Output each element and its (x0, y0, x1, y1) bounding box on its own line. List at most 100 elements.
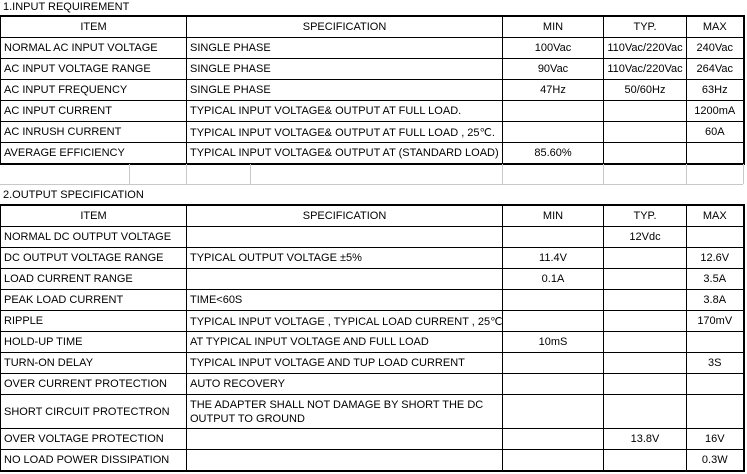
specification-cell: TYPICAL INPUT VOLTAGE& OUTPUT AT FULL LO… (186, 100, 503, 122)
column-header: ITEM (0, 15, 187, 38)
max-cell: 3.5A (686, 268, 744, 290)
min-cell: 90Vac (502, 58, 604, 80)
item-cell: NORMAL AC INPUT VOLTAGE (0, 37, 187, 59)
typ-cell (603, 289, 687, 311)
max-cell: 170mV (686, 310, 744, 332)
table-row: SHORT CIRCUIT PROTECTRON THE ADAPTER SHAL… (0, 394, 744, 429)
table-row: RIPPLE TYPICAL INPUT VOLTAGE , TYPICAL LO… (0, 310, 744, 332)
column-header: ITEM (0, 204, 187, 227)
table-row: NORMAL DC OUTPUT VOLTAGE 12Vdc (0, 226, 744, 248)
max-cell: 0.3W (686, 449, 744, 472)
typ-cell (603, 394, 687, 429)
max-cell: 60A (686, 121, 744, 143)
min-cell (502, 373, 604, 395)
min-cell (502, 226, 604, 248)
specification-cell (186, 268, 503, 290)
header-row: ITEM SPECIFICATION MIN TYP. MAX (0, 15, 744, 38)
min-cell (502, 289, 604, 311)
max-cell (686, 394, 744, 429)
typ-cell (603, 100, 687, 122)
specification-cell: TIME<60S (186, 289, 503, 311)
typ-cell (603, 142, 687, 165)
typ-cell (603, 268, 687, 290)
column-header: MIN (502, 204, 604, 227)
specification-cell: TYPICAL OUTPUT VOLTAGE ±5% (186, 247, 503, 269)
item-cell: TURN-ON DELAY (0, 352, 187, 374)
column-header: MAX (686, 204, 744, 227)
min-cell (502, 100, 604, 122)
specification-cell: TYPICAL INPUT VOLTAGE& OUTPUT AT FULL LO… (186, 121, 503, 143)
max-cell (686, 142, 744, 165)
typ-cell (603, 331, 687, 353)
min-cell: 85.60% (502, 142, 604, 165)
column-header: SPECIFICATION (186, 15, 503, 38)
specification-cell: SINGLE PHASE (186, 37, 503, 59)
table-row: TURN-ON DELAY TYPICAL INPUT VOLTAGE AND T… (0, 352, 744, 374)
max-cell: 3S (686, 352, 744, 374)
specification-cell (186, 226, 503, 248)
specification-cell (186, 428, 503, 450)
table-row: AC INPUT VOLTAGE RANGE SINGLE PHASE 90Vac 1… (0, 58, 744, 80)
item-cell: AC INPUT FREQUENCY (0, 79, 187, 101)
max-cell (686, 226, 744, 248)
table-row: LOAD CURRENT RANGE 0.1A 3.5A (0, 268, 744, 290)
min-cell: 0.1A (502, 268, 604, 290)
typ-cell: 13.8V (603, 428, 687, 450)
specification-cell: AT TYPICAL INPUT VOLTAGE AND FULL LOAD (186, 331, 503, 353)
item-cell: AVERAGE EFFICIENCY (0, 142, 187, 165)
specification-cell (186, 449, 503, 472)
table-row: NORMAL AC INPUT VOLTAGE SINGLE PHASE 100Va… (0, 37, 744, 59)
input-requirement-table: ITEM SPECIFICATION MIN TYP. MAX NORMAL AC INP… (0, 15, 745, 165)
typ-cell: 110Vac/220Vac (603, 58, 687, 80)
column-header: TYP. (603, 15, 687, 38)
item-cell: SHORT CIRCUIT PROTECTRON (0, 394, 187, 429)
max-cell: 240Vac (686, 37, 744, 59)
typ-cell (603, 121, 687, 143)
specification-cell: THE ADAPTER SHALL NOT DAMAGE BY SHORT TH… (186, 394, 503, 429)
specification-cell: TYPICAL INPUT VOLTAGE& OUTPUT AT (STANDA… (186, 142, 503, 165)
table-row: AC INPUT FREQUENCY SINGLE PHASE 47Hz 50/60H… (0, 79, 744, 101)
input-section-title: 1.INPUT REQUIREMENT (3, 1, 130, 13)
min-cell: 10mS (502, 331, 604, 353)
max-cell (686, 331, 744, 353)
column-header: MIN (502, 15, 604, 38)
column-header: TYP. (603, 204, 687, 227)
min-cell (502, 394, 604, 429)
max-cell: 63Hz (686, 79, 744, 101)
output-section-title: 2.OUTPUT SPECIFICATION (3, 189, 144, 201)
typ-cell (603, 310, 687, 332)
item-cell: OVER CURRENT PROTECTION (0, 373, 187, 395)
specification-cell: SINGLE PHASE (186, 58, 503, 80)
min-cell: 11.4V (502, 247, 604, 269)
column-header: SPECIFICATION (186, 204, 503, 227)
max-cell: 3.8A (686, 289, 744, 311)
item-cell: PEAK LOAD CURRENT (0, 289, 187, 311)
specification-cell: TYPICAL INPUT VOLTAGE , TYPICAL LOAD CUR… (186, 310, 503, 332)
max-cell: 16V (686, 428, 744, 450)
min-cell (502, 121, 604, 143)
table-row: HOLD-UP TIME AT TYPICAL INPUT VOLTAGE AND… (0, 331, 744, 353)
item-cell: RIPPLE (0, 310, 187, 332)
item-cell: LOAD CURRENT RANGE (0, 268, 187, 290)
min-cell (502, 428, 604, 450)
min-cell: 100Vac (502, 37, 604, 59)
specification-cell: SINGLE PHASE (186, 79, 503, 101)
min-cell: 47Hz (502, 79, 604, 101)
output-specification-table: ITEM SPECIFICATION MIN TYP. MAX NORMAL DC OUT… (0, 204, 745, 472)
max-cell: 12.6V (686, 247, 744, 269)
header-row: ITEM SPECIFICATION MIN TYP. MAX (0, 204, 744, 227)
min-cell (502, 449, 604, 472)
specification-cell: TYPICAL INPUT VOLTAGE AND TUP LOAD CURRE… (186, 352, 503, 374)
item-cell: AC INRUSH CURRENT (0, 121, 187, 143)
typ-cell: 50/60Hz (603, 79, 687, 101)
table-row: OVER CURRENT PROTECTION AUTO RECOVERY (0, 373, 744, 395)
min-cell (502, 352, 604, 374)
table-row: AC INRUSH CURRENT TYPICAL INPUT VOLTAGE& … (0, 121, 744, 143)
item-cell: AC INPUT VOLTAGE RANGE (0, 58, 187, 80)
typ-cell (603, 352, 687, 374)
column-header: MAX (686, 15, 744, 38)
typ-cell (603, 373, 687, 395)
max-cell: 1200mA (686, 100, 744, 122)
table-row: AVERAGE EFFICIENCY TYPICAL INPUT VOLTAGE&… (0, 142, 744, 165)
item-cell: NO LOAD POWER DISSIPATION (0, 449, 187, 472)
